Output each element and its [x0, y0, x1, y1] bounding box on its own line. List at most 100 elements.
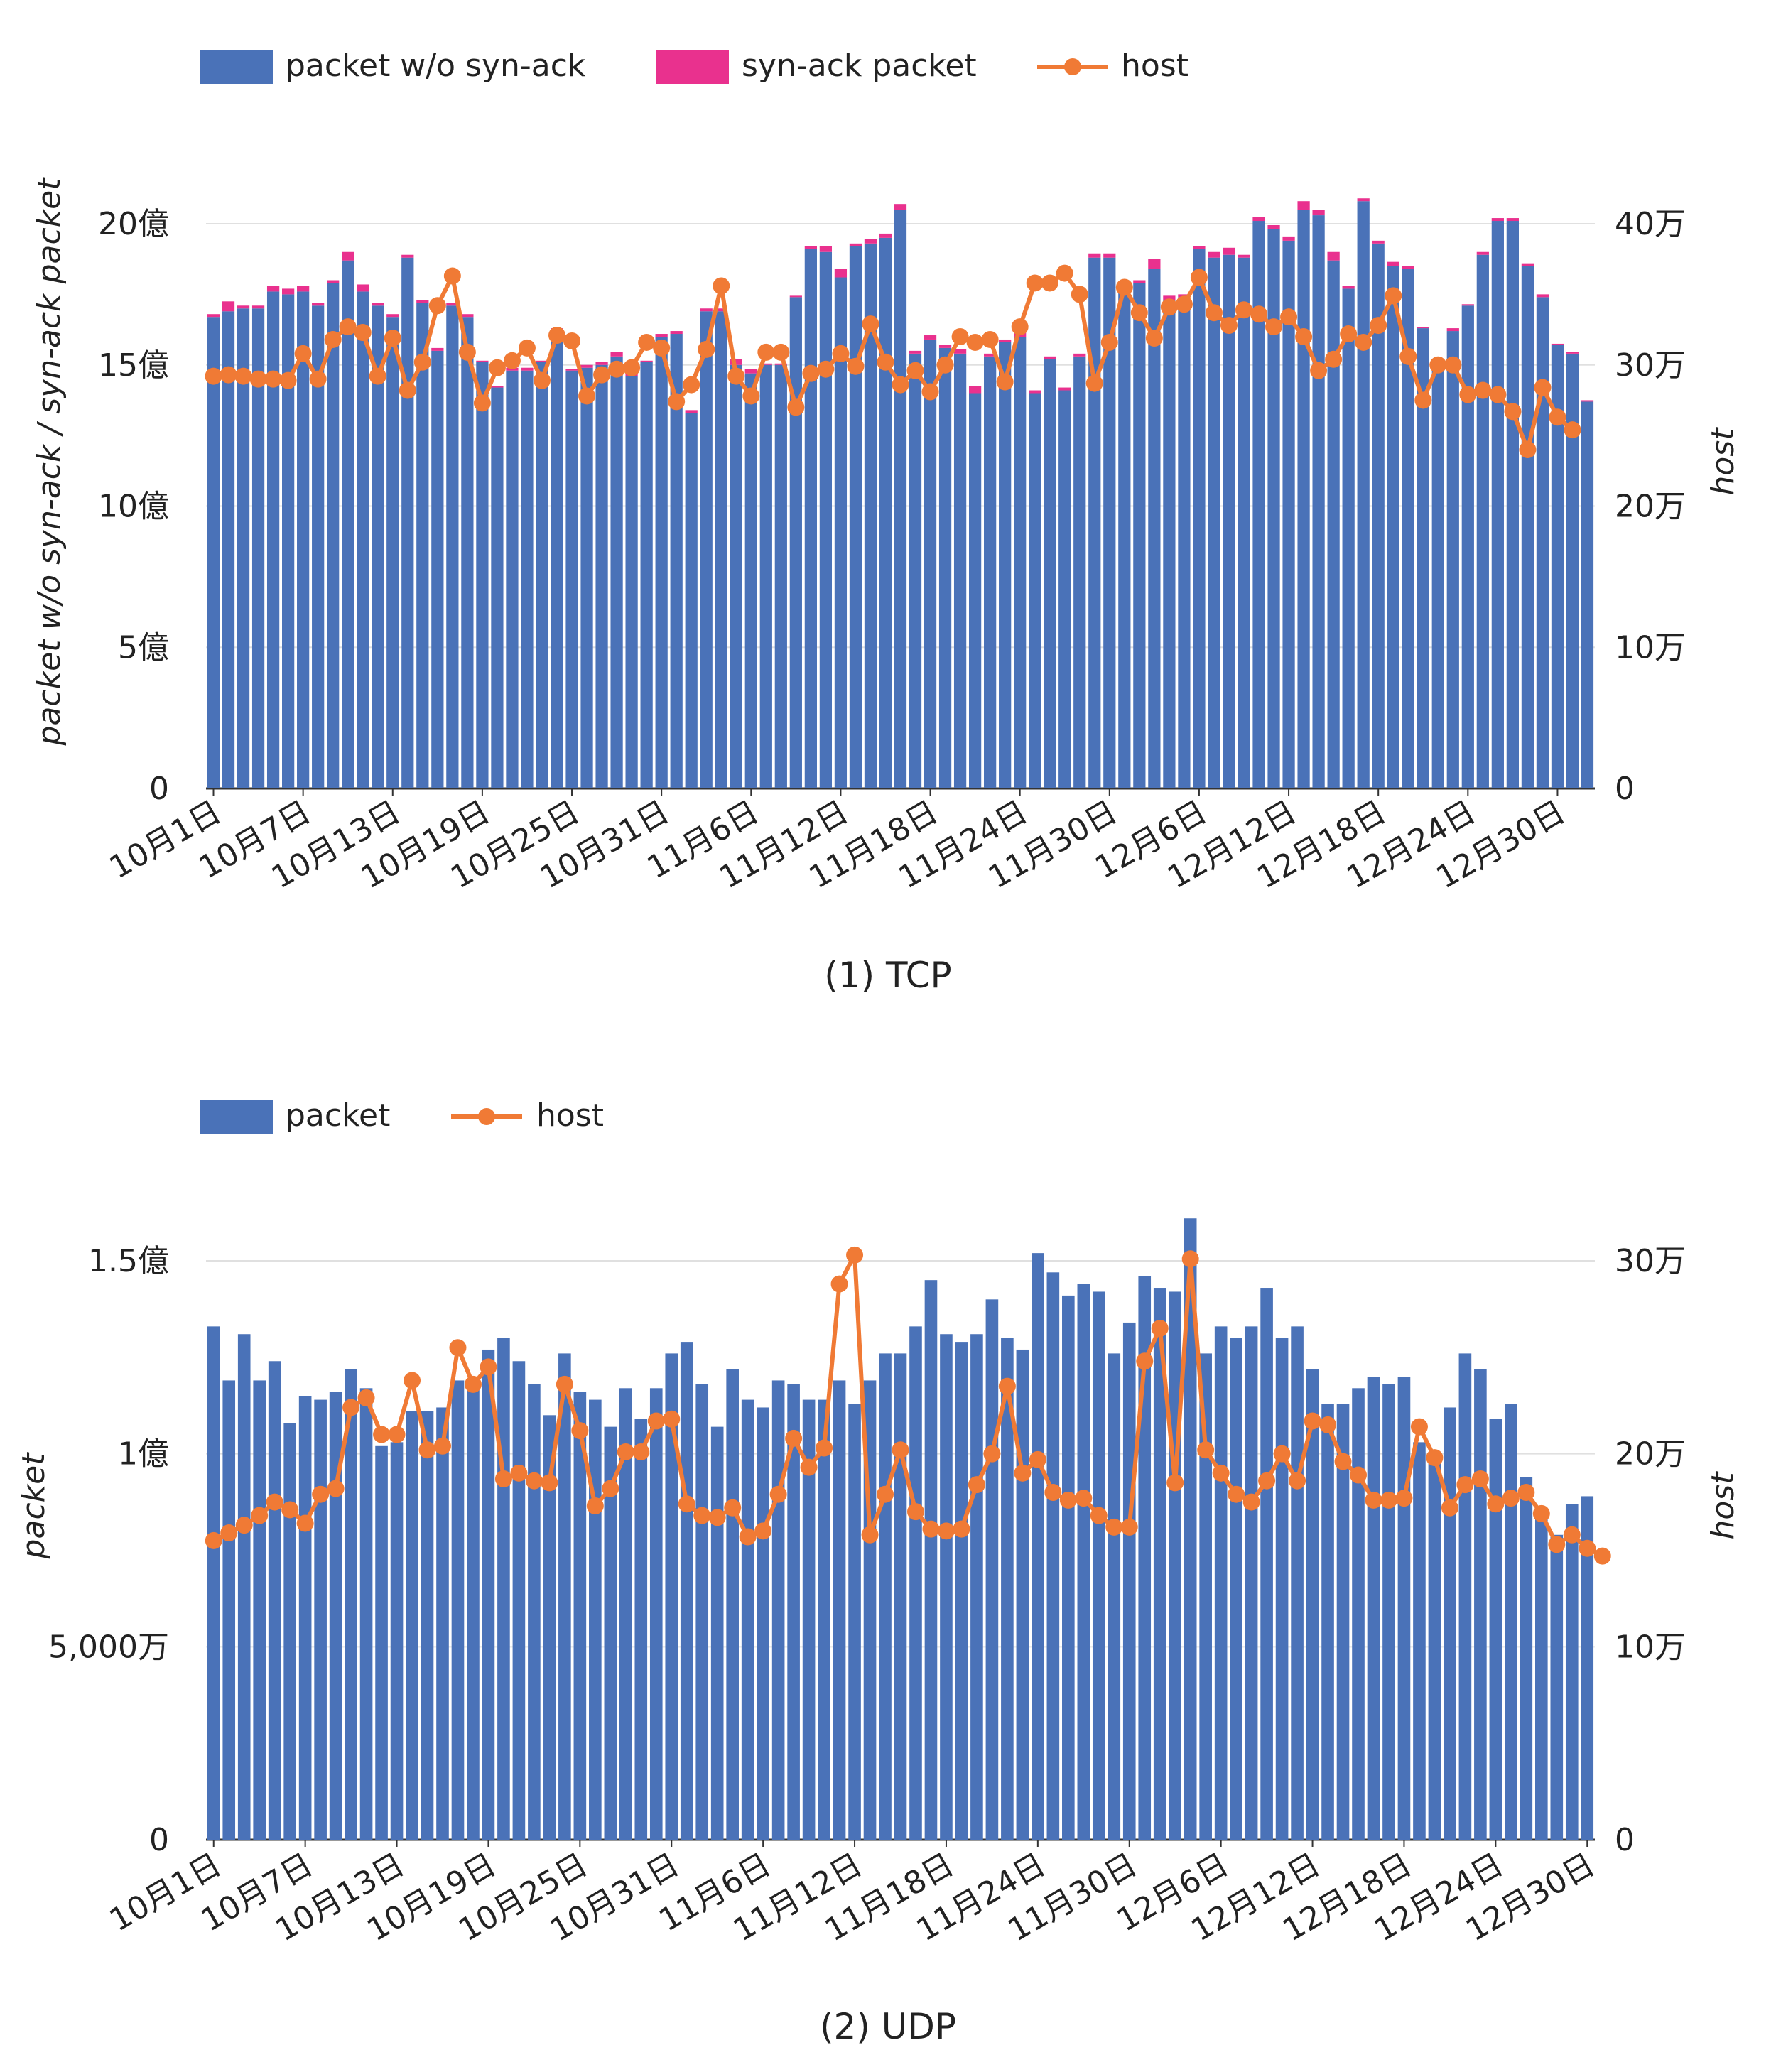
- host-point: [518, 339, 536, 357]
- bar: [1184, 1218, 1197, 1840]
- host-point: [647, 1412, 665, 1430]
- host-point: [1041, 274, 1058, 292]
- host-point: [458, 343, 476, 361]
- host-point: [449, 1339, 467, 1357]
- bar: [1260, 1288, 1273, 1840]
- host-point: [1487, 1495, 1505, 1513]
- bar: [431, 350, 444, 788]
- host-point: [937, 1522, 955, 1540]
- bar-synack-segment: [1163, 295, 1176, 300]
- bar-synack-segment: [237, 305, 250, 309]
- host-point: [1340, 325, 1358, 343]
- bar: [1417, 328, 1429, 788]
- host-point: [533, 371, 551, 389]
- host-point: [861, 1526, 879, 1544]
- host-point: [404, 1372, 421, 1389]
- bar-synack-segment: [327, 280, 340, 283]
- bar: [342, 260, 354, 788]
- bar: [467, 1380, 480, 1840]
- bar: [416, 303, 429, 788]
- bar: [909, 353, 922, 789]
- host-point: [623, 359, 641, 376]
- bar: [1092, 1291, 1105, 1840]
- bar: [497, 1338, 510, 1840]
- bar-synack-segment: [610, 352, 623, 357]
- host-point: [281, 1501, 299, 1519]
- host-point: [1429, 356, 1447, 374]
- host-point: [220, 1524, 238, 1542]
- bar: [1148, 269, 1161, 789]
- bar: [655, 337, 668, 788]
- host-point: [296, 1514, 314, 1532]
- host-point: [816, 1439, 833, 1457]
- host-point: [264, 370, 282, 388]
- host-point: [373, 1426, 391, 1443]
- bar-synack-segment: [1133, 280, 1146, 283]
- host-point: [1115, 278, 1133, 296]
- host-point: [1145, 329, 1163, 347]
- bar: [281, 294, 295, 788]
- bar: [1382, 1384, 1395, 1840]
- bar-synack-segment: [984, 353, 997, 357]
- bar: [968, 393, 982, 788]
- host-point: [708, 1509, 726, 1526]
- bar: [685, 413, 698, 788]
- host-point: [266, 1493, 283, 1511]
- bar: [789, 297, 802, 789]
- bar-synack-segment: [1327, 251, 1340, 261]
- tcp-host-line: [205, 264, 1581, 458]
- bar: [1199, 1353, 1212, 1840]
- host-point: [862, 315, 879, 333]
- host-point: [1456, 1476, 1474, 1494]
- bar: [491, 387, 504, 788]
- bar: [390, 1442, 404, 1840]
- bar: [940, 1334, 953, 1840]
- bar: [710, 1426, 724, 1840]
- legend-label-packet-wo-synack: packet w/o syn-ack: [286, 48, 586, 84]
- bar: [879, 237, 892, 788]
- bar-synack-segment: [879, 233, 892, 238]
- host-point: [892, 1441, 909, 1459]
- host-point: [1380, 1491, 1397, 1509]
- bar: [938, 347, 952, 788]
- host-point: [571, 1422, 589, 1440]
- bar: [1520, 1477, 1533, 1840]
- bar-synack-segment: [655, 334, 668, 337]
- host-point: [1502, 1490, 1520, 1507]
- host-point: [953, 1520, 970, 1538]
- host-point: [1029, 1450, 1046, 1468]
- host-point: [892, 376, 909, 394]
- right-axis-tick-label: 30万: [1615, 1243, 1686, 1279]
- bar: [1062, 1295, 1075, 1840]
- bar: [985, 1299, 999, 1840]
- bar: [774, 364, 787, 788]
- bar-synack-segment: [1551, 343, 1564, 345]
- bar-synack-segment: [1312, 210, 1325, 216]
- host-point: [1534, 379, 1552, 396]
- bar: [1336, 1404, 1350, 1840]
- bar-synack-segment: [1029, 390, 1041, 394]
- bar-synack-segment: [446, 303, 459, 306]
- bar-synack-segment: [730, 359, 742, 365]
- host-point: [772, 343, 790, 361]
- host-point: [936, 356, 954, 374]
- bar: [1342, 288, 1355, 788]
- host-point: [1014, 1464, 1032, 1482]
- bar: [619, 1388, 632, 1840]
- bar-synack-segment: [401, 254, 414, 258]
- bar: [1214, 1326, 1228, 1840]
- bar: [1413, 1442, 1426, 1840]
- host-point: [324, 330, 342, 348]
- host-point: [724, 1499, 742, 1517]
- bar: [1521, 266, 1534, 788]
- tcp-x-axis-ticks: 10月1日10月7日10月13日10月19日10月25日10月31日11月6日1…: [104, 788, 1571, 896]
- bar-synack-segment: [1536, 294, 1549, 298]
- right-axis-tick-label: 20万: [1615, 489, 1686, 525]
- bar: [1397, 1377, 1411, 1840]
- bar: [1489, 1419, 1502, 1840]
- bar: [357, 291, 369, 788]
- right-axis-tick-label: 20万: [1615, 1436, 1686, 1472]
- left-axis-tick-label: 1億: [118, 1436, 169, 1472]
- bar: [253, 1380, 266, 1840]
- host-point: [294, 345, 312, 362]
